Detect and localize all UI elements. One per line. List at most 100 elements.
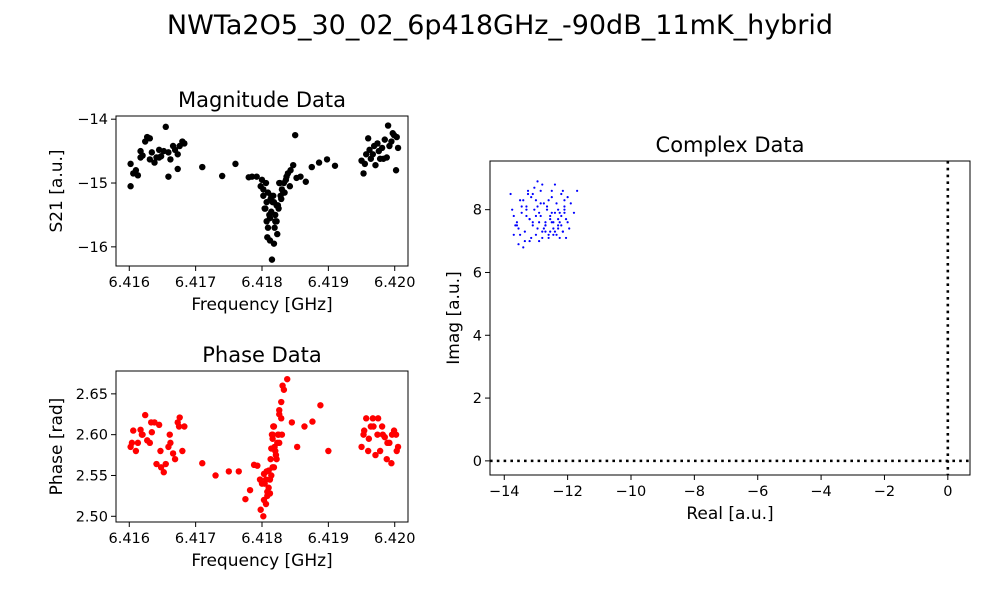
complex-data-point <box>530 196 533 199</box>
magnitude-data-point <box>302 178 309 185</box>
phase-data-point <box>267 455 274 463</box>
magnitude-data-point <box>127 160 134 168</box>
phase-data-point <box>279 382 286 389</box>
magnitude-ytick-label: −14 <box>77 112 108 128</box>
phase-data-point <box>325 447 332 455</box>
complex-data-point <box>530 236 533 240</box>
phase-data-point <box>276 439 283 447</box>
phase-data-point <box>155 421 163 429</box>
magnitude-data-point <box>272 211 279 219</box>
complex-data-point <box>533 186 536 189</box>
magnitude-data-point <box>366 146 373 154</box>
complex-ytick-label: 2 <box>473 391 482 407</box>
complex-data-point <box>549 217 552 221</box>
complex-data-point <box>552 227 555 230</box>
phase-data-point <box>157 447 164 455</box>
phase-data-point <box>132 447 140 455</box>
phase-data-point <box>199 460 206 467</box>
magnitude-data-point <box>174 151 181 158</box>
phase-data-point <box>358 443 365 451</box>
magnitude-data-point <box>278 195 285 203</box>
complex-data-point <box>552 233 555 236</box>
complex-data-point <box>550 196 553 199</box>
magnitude-data-point <box>174 165 181 173</box>
complex-data-point <box>550 189 553 192</box>
magnitude-data-point <box>248 173 256 180</box>
phase-data-point <box>388 431 396 438</box>
phase-data-point <box>134 439 142 447</box>
complex-data-point <box>544 221 547 224</box>
complex-data-point <box>550 221 553 224</box>
magnitude-data-point <box>283 173 290 180</box>
complex-data-point <box>541 183 544 186</box>
phase-data-point <box>361 427 368 434</box>
complex-data-point <box>531 221 534 224</box>
phase-data-point <box>246 486 254 494</box>
complex-data-point <box>525 208 528 211</box>
phase-data-point <box>268 431 276 438</box>
magnitude-xtick-label: 6.416 <box>109 275 151 291</box>
magnitude-data-point <box>308 163 315 171</box>
complex-data-point <box>539 189 542 192</box>
complex-data-point <box>538 239 541 243</box>
complex-data-point <box>534 233 538 236</box>
complex-ylabel: Imag [a.u.] <box>444 271 464 364</box>
phase-data-point <box>374 415 382 422</box>
phase-data-point <box>257 506 264 513</box>
phase-data-point <box>212 472 219 479</box>
phase-xlabel: Frequency [GHz] <box>191 551 332 571</box>
complex-data-point <box>560 224 563 227</box>
phase-data-point <box>384 439 391 447</box>
magnitude-data-point <box>361 160 369 168</box>
magnitude-data-point <box>362 151 370 158</box>
complex-ytick-label: 6 <box>473 265 482 281</box>
complex-data-point <box>558 221 561 224</box>
magnitude-data-point <box>165 149 172 156</box>
phase-xtick-label: 6.418 <box>241 531 283 547</box>
complex-data-point <box>517 227 520 230</box>
magnitude-data-point <box>273 218 280 225</box>
complex-data-point <box>523 239 526 243</box>
complex-ytick-label: 0 <box>473 454 482 470</box>
magnitude-data-point <box>375 147 382 155</box>
complex-data-point <box>515 224 519 227</box>
complex-axes-frame <box>489 160 971 476</box>
phase-data-point <box>146 439 154 447</box>
complex-data-point <box>564 236 568 240</box>
complex-data-point <box>576 189 579 192</box>
complex-data-point <box>518 199 522 202</box>
complex-data-point <box>547 199 550 202</box>
magnitude-data-point <box>162 123 169 131</box>
phase-chart: 6.416 6.417 6.418 6.419 6.420 2.50 2.55 2.60 2.6… <box>47 343 415 571</box>
complex-data-point <box>553 211 557 214</box>
complex-data-point <box>542 202 545 205</box>
complex-data-point <box>558 236 561 240</box>
phase-data-point <box>393 447 400 455</box>
phase-data-point <box>176 414 183 421</box>
phase-data-point <box>166 431 173 438</box>
magnitude-xlabel: Frequency [GHz] <box>191 295 332 315</box>
complex-data-point <box>523 230 526 233</box>
complex-data-point <box>526 189 530 192</box>
phase-data-point <box>181 423 188 430</box>
phase-data-point <box>162 460 169 468</box>
magnitude-ytick-label: −15 <box>77 176 108 192</box>
magnitude-data-point <box>271 224 278 231</box>
magnitude-data-point <box>127 183 134 190</box>
phase-data-point <box>288 419 296 426</box>
complex-data-point <box>563 211 566 214</box>
magnitude-data-point <box>274 202 282 209</box>
magnitude-data-point <box>270 240 278 247</box>
phase-data-point <box>379 431 386 438</box>
complex-data-point <box>542 227 545 230</box>
phase-data-point <box>269 464 276 471</box>
phase-data-point <box>128 439 136 447</box>
phase-data-point <box>137 426 144 433</box>
magnitude-data-point <box>274 230 281 238</box>
magnitude-data-point <box>264 234 271 241</box>
complex-data-point <box>557 224 560 227</box>
phase-data-point <box>378 423 386 430</box>
phase-data-point <box>171 455 179 463</box>
magnitude-data-point <box>384 122 392 129</box>
